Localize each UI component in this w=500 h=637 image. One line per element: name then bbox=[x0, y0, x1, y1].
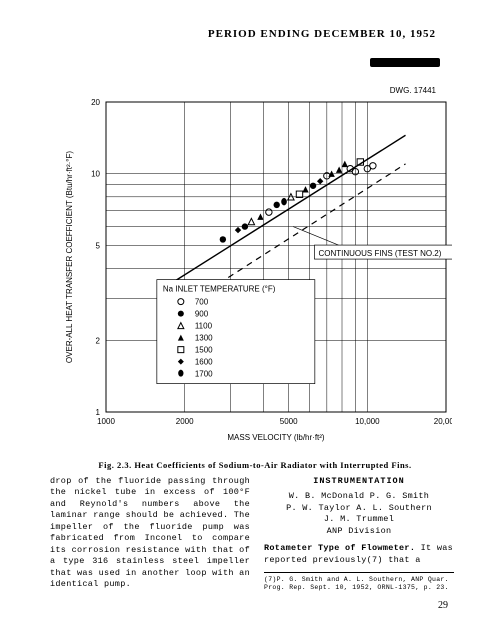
paragraph: Rotameter Type of Flowmeter. It was repo… bbox=[264, 543, 454, 566]
svg-text:2000: 2000 bbox=[176, 417, 194, 426]
svg-text:OVER-ALL HEAT TRANSFER COEFFIC: OVER-ALL HEAT TRANSFER COEFFICIENT (Btu/… bbox=[65, 151, 74, 363]
svg-text:900: 900 bbox=[195, 310, 209, 319]
svg-text:10: 10 bbox=[91, 170, 100, 179]
authors: W. B. McDonald P. G. Smith P. W. Taylor … bbox=[264, 491, 454, 537]
footnote: (7)P. G. Smith and A. L. Southern, ANP Q… bbox=[264, 572, 454, 592]
svg-text:1600: 1600 bbox=[195, 358, 213, 367]
redaction-bar bbox=[370, 58, 440, 67]
svg-text:1500: 1500 bbox=[195, 346, 213, 355]
svg-text:1700: 1700 bbox=[195, 370, 213, 379]
chart: 1000 2000 5000 10,000 20,000 1 2 5 10 20 MASS VELO… bbox=[58, 96, 452, 448]
svg-text:1000: 1000 bbox=[97, 417, 115, 426]
drawing-number: DWG. 17441 bbox=[390, 86, 436, 95]
authors-line: W. B. McDonald P. G. Smith bbox=[264, 491, 454, 502]
svg-text:700: 700 bbox=[195, 298, 209, 307]
svg-text:MASS VELOCITY (lb/hr·ft²): MASS VELOCITY (lb/hr·ft²) bbox=[227, 433, 325, 442]
right-column: INSTRUMENTATION W. B. McDonald P. G. Smi… bbox=[264, 476, 454, 593]
svg-text:2: 2 bbox=[96, 336, 101, 345]
authors-line: ANP Division bbox=[264, 526, 454, 537]
page-header: PERIOD ENDING DECEMBER 10, 1952 bbox=[208, 28, 436, 40]
svg-text:CONTINUOUS FINS (TEST NO.2): CONTINUOUS FINS (TEST NO.2) bbox=[318, 249, 441, 258]
svg-text:1100: 1100 bbox=[195, 322, 213, 331]
left-column-text: drop of the fluoride passing through the… bbox=[50, 476, 250, 593]
svg-text:20,000: 20,000 bbox=[434, 417, 452, 426]
authors-line: P. W. Taylor A. L. Southern bbox=[264, 503, 454, 514]
section-heading: INSTRUMENTATION bbox=[264, 476, 454, 487]
svg-text:1: 1 bbox=[96, 408, 101, 417]
svg-text:10,000: 10,000 bbox=[355, 417, 380, 426]
run-in-heading: Rotameter Type of Flowmeter. bbox=[264, 543, 415, 553]
page-number: 29 bbox=[438, 600, 448, 611]
figure-caption: Fig. 2.3. Heat Coefficients of Sodium-to… bbox=[58, 460, 452, 470]
svg-text:1300: 1300 bbox=[195, 334, 213, 343]
authors-line: J. M. Trummel bbox=[264, 514, 454, 525]
svg-text:5: 5 bbox=[96, 241, 101, 250]
svg-text:20: 20 bbox=[91, 98, 100, 107]
svg-text:5000: 5000 bbox=[280, 417, 298, 426]
svg-text:Na INLET TEMPERATURE (°F): Na INLET TEMPERATURE (°F) bbox=[163, 285, 276, 294]
